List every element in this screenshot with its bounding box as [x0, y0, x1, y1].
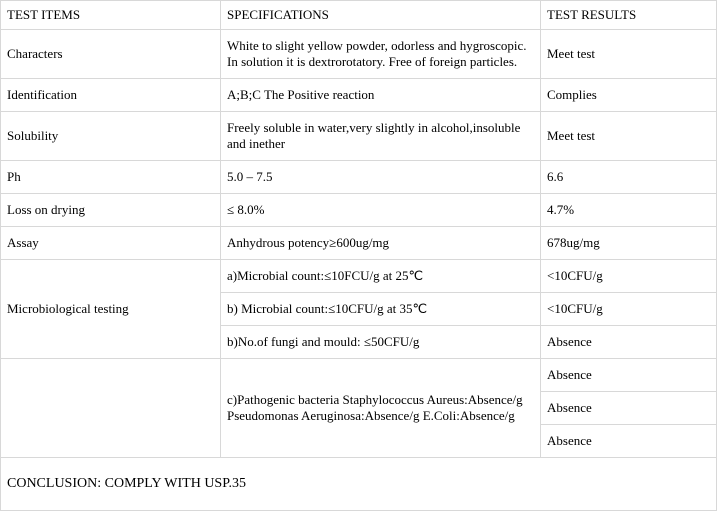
header-row: TEST ITEMS SPECIFICATIONS TEST RESULTS	[1, 1, 717, 30]
cell-item: Microbiological testing	[1, 260, 221, 359]
cell-item: Assay	[1, 227, 221, 260]
cell-result: <10CFU/g	[541, 293, 717, 326]
header-test-results: TEST RESULTS	[541, 1, 717, 30]
row-conclusion: CONCLUSION: COMPLY WITH USP.35	[1, 458, 717, 511]
cell-result: Absence	[541, 326, 717, 359]
row-micro-d1: c)Pathogenic bacteria Staphylococcus Aur…	[1, 359, 717, 392]
cell-result: Meet test	[541, 30, 717, 79]
cell-result: 4.7%	[541, 194, 717, 227]
cell-result: Absence	[541, 425, 717, 458]
row-micro-a: Microbiological testing a)Microbial coun…	[1, 260, 717, 293]
cell-spec: 5.0 – 7.5	[221, 161, 541, 194]
cell-spec: b)No.of fungi and mould: ≤50CFU/g	[221, 326, 541, 359]
cell-item: Identification	[1, 79, 221, 112]
cell-item: Solubility	[1, 112, 221, 161]
cell-result: Meet test	[541, 112, 717, 161]
cell-spec: b) Microbial count:≤10CFU/g at 35℃	[221, 293, 541, 326]
header-test-items: TEST ITEMS	[1, 1, 221, 30]
cell-result: 6.6	[541, 161, 717, 194]
header-specifications: SPECIFICATIONS	[221, 1, 541, 30]
cell-item: Loss on drying	[1, 194, 221, 227]
cell-result: Absence	[541, 359, 717, 392]
cell-spec: c)Pathogenic bacteria Staphylococcus Aur…	[221, 359, 541, 458]
cell-spec: A;B;C The Positive reaction	[221, 79, 541, 112]
cell-item: Ph	[1, 161, 221, 194]
conclusion-cell: CONCLUSION: COMPLY WITH USP.35	[1, 458, 717, 511]
cell-item: Characters	[1, 30, 221, 79]
cell-spec: Anhydrous potency≥600ug/mg	[221, 227, 541, 260]
cell-spec: a)Microbial count:≤10FCU/g at 25℃	[221, 260, 541, 293]
row-assay: Assay Anhydrous potency≥600ug/mg 678ug/m…	[1, 227, 717, 260]
cell-result: 678ug/mg	[541, 227, 717, 260]
cell-spec: Freely soluble in water,very slightly in…	[221, 112, 541, 161]
row-solubility: Solubility Freely soluble in water,very …	[1, 112, 717, 161]
row-characters: Characters White to slight yellow powder…	[1, 30, 717, 79]
cell-spec: ≤ 8.0%	[221, 194, 541, 227]
row-ph: Ph 5.0 – 7.5 6.6	[1, 161, 717, 194]
cell-result: <10CFU/g	[541, 260, 717, 293]
row-identification: Identification A;B;C The Positive reacti…	[1, 79, 717, 112]
cell-result: Complies	[541, 79, 717, 112]
row-loss-drying: Loss on drying ≤ 8.0% 4.7%	[1, 194, 717, 227]
cell-result: Absence	[541, 392, 717, 425]
cell-spec: White to slight yellow powder, odorless …	[221, 30, 541, 79]
test-table: TEST ITEMS SPECIFICATIONS TEST RESULTS C…	[0, 0, 717, 511]
cell-item-empty	[1, 359, 221, 458]
